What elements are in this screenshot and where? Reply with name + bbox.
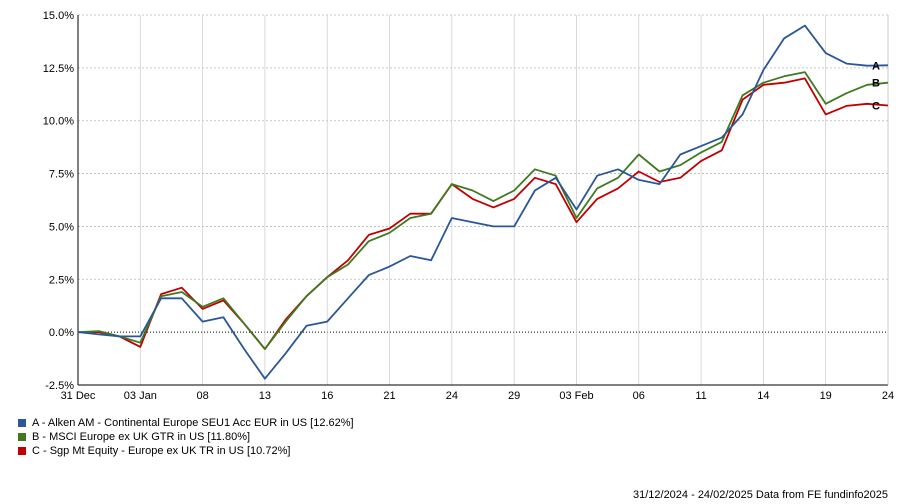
y-tick-label: 0.0%: [49, 327, 74, 339]
end-label-b: B: [872, 78, 880, 90]
x-tick-label: 31 Dec: [61, 390, 96, 402]
x-tick-label: 13: [259, 390, 271, 402]
x-tick-label: 21: [383, 390, 395, 402]
legend-label-c: C - Sgp Mt Equity - Europe ex UK TR in U…: [32, 445, 291, 457]
series-line-a: [77, 24, 889, 380]
x-tick-label: 16: [321, 390, 333, 402]
legend-item-b: B - MSCI Europe ex UK GTR in US [11.80%]: [18, 430, 354, 444]
plot-area: [78, 15, 888, 385]
y-tick-label: 15.0%: [43, 10, 74, 22]
y-tick-label: -2.5%: [45, 380, 74, 392]
y-tick-label: 12.5%: [43, 63, 74, 75]
x-tick-label: 24: [882, 390, 894, 402]
x-tick-label: 03 Jan: [124, 390, 157, 402]
x-tick-label: 14: [757, 390, 769, 402]
legend-label-b: B - MSCI Europe ex UK GTR in US [11.80%]: [32, 431, 251, 443]
end-label-a: A: [872, 60, 880, 72]
chart-svg: -2.5% 0.0% 2.5% 5.0% 7.5% 10.0% 12.5% 15.0% 31 D…: [43, 10, 894, 402]
y-tick-label: 2.5%: [49, 274, 74, 286]
legend-label-a: A - Alken AM - Continental Europe SEU1 A…: [32, 417, 354, 429]
x-tick-label: 11: [695, 390, 706, 402]
legend-swatch-c: [18, 447, 26, 455]
legend-item-c: C - Sgp Mt Equity - Europe ex UK TR in U…: [18, 444, 354, 458]
x-tick-label: 19: [820, 390, 832, 402]
footer-source: 31/12/2024 - 24/02/2025 Data from FE fun…: [632, 489, 888, 501]
y-tick-label: 5.0%: [49, 221, 74, 233]
legend-swatch-a: [18, 419, 26, 427]
legend-swatch-b: [18, 433, 26, 441]
series-line-b: [77, 71, 889, 351]
x-tick-label: 03 Feb: [559, 390, 593, 402]
legend-item-a: A - Alken AM - Continental Europe SEU1 A…: [18, 416, 354, 430]
y-tick-label: 10.0%: [43, 116, 74, 128]
x-tick-label: 08: [196, 390, 208, 402]
legend: A - Alken AM - Continental Europe SEU1 A…: [18, 416, 354, 458]
x-tick-label: 29: [508, 390, 520, 402]
end-label-c: C: [872, 100, 880, 112]
x-tick-label: 06: [633, 390, 645, 402]
y-tick-label: 7.5%: [49, 169, 74, 181]
x-tick-label: 24: [446, 390, 458, 402]
